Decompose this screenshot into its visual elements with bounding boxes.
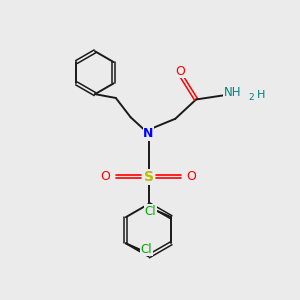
Text: 2: 2 [248,94,254,103]
Text: N: N [143,127,154,140]
Text: Cl: Cl [141,243,152,256]
Text: Cl: Cl [145,205,156,218]
Text: O: O [176,65,186,78]
Text: NH: NH [224,86,241,99]
Text: O: O [100,170,110,183]
Text: S: S [143,170,154,184]
Text: H: H [257,90,265,100]
Text: O: O [187,170,196,183]
